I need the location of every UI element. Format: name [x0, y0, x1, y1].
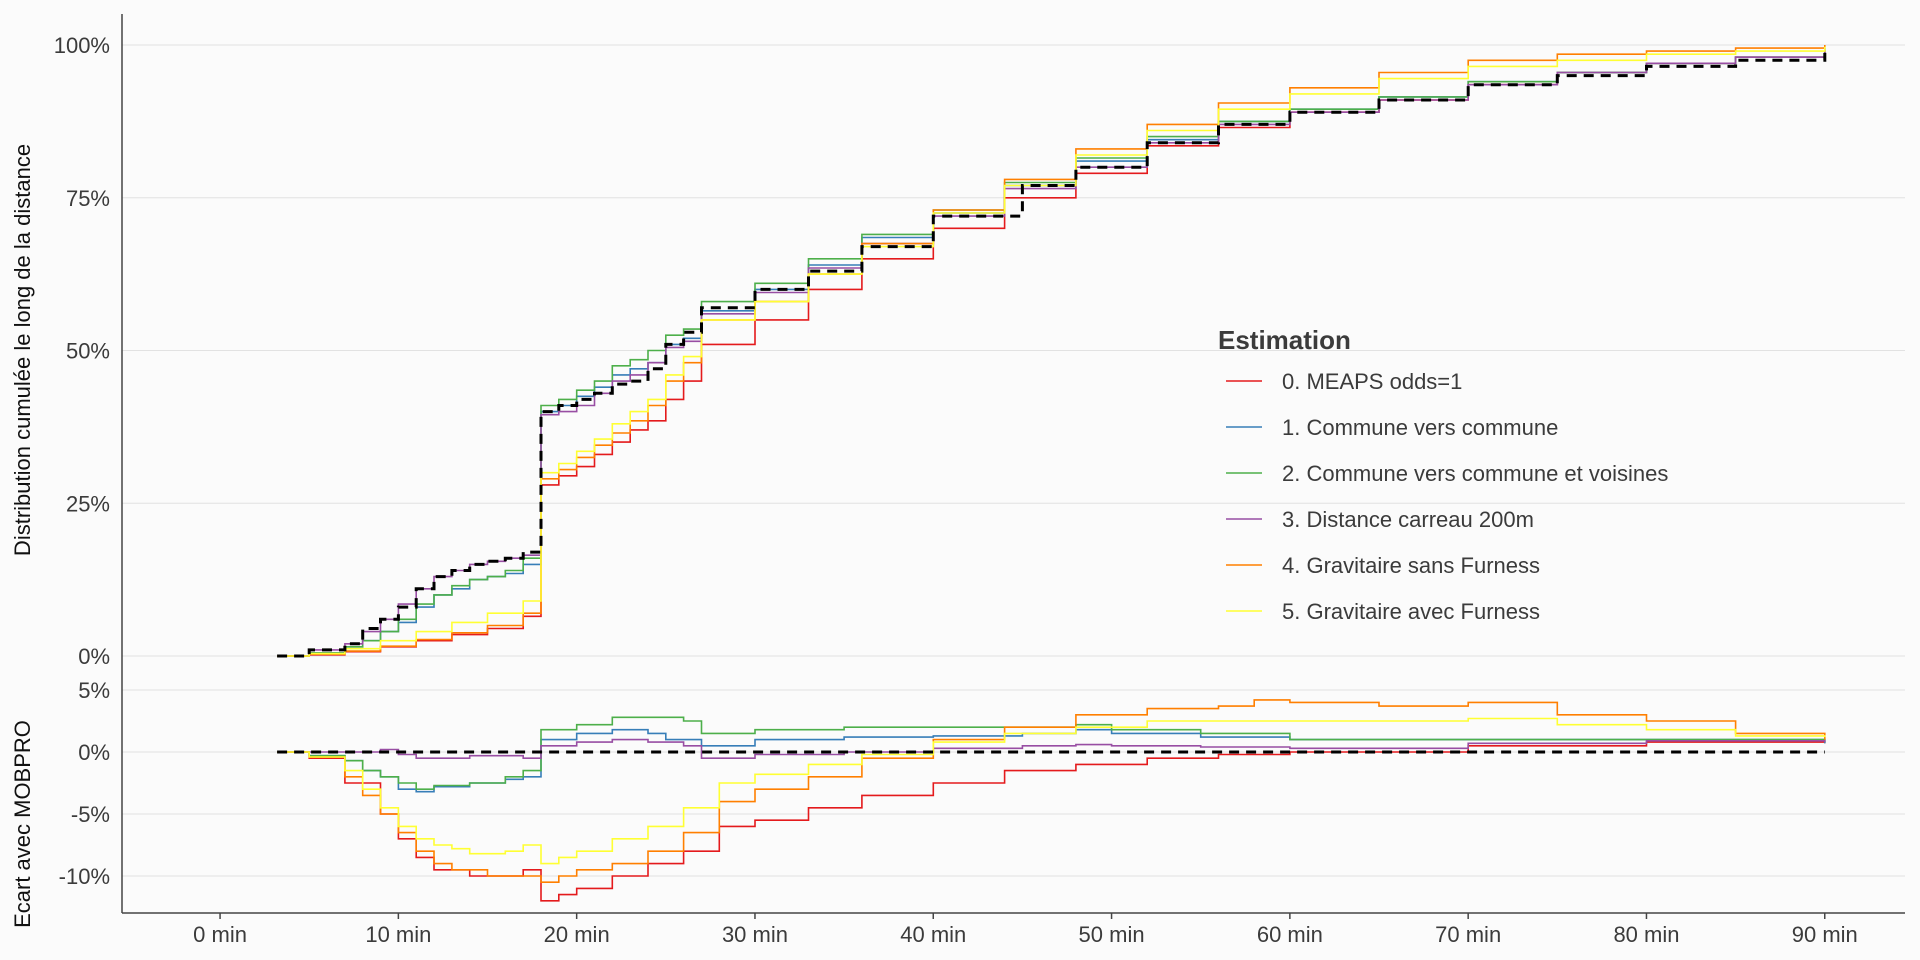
bottom-y-tick-label: -10% [59, 864, 110, 889]
cumulative-distribution-panel: 0% 25% 50% 75% 100% Distribution cumulée le … [10, 33, 1905, 669]
legend-label: 1. Commune vers commune [1282, 415, 1558, 440]
bottom-series-3 [277, 738, 1826, 759]
x-tick-label: 60 min [1257, 922, 1323, 947]
x-tick-label: 30 min [722, 922, 788, 947]
x-tick-label: 50 min [1079, 922, 1145, 947]
difference-panel: -10% -5% 0% 5% Ecart avec MOBPRO [10, 678, 1905, 928]
top-reference-line [277, 52, 1827, 658]
bottom-series-2 [277, 716, 1826, 790]
x-tick-label: 0 min [193, 922, 247, 947]
x-tick-label: 10 min [365, 922, 431, 947]
bottom-grid [122, 689, 1905, 877]
x-tick-label: 20 min [544, 922, 610, 947]
top-series-3 [277, 49, 1826, 657]
x-tick-label: 90 min [1792, 922, 1858, 947]
top-grid [122, 44, 1905, 657]
bottom-series-4 [277, 699, 1826, 883]
bottom-series-0 [277, 741, 1826, 902]
top-y-tick-label: 25% [66, 491, 110, 516]
top-series-2 [277, 48, 1826, 657]
bottom-series-lines [277, 699, 1826, 902]
x-tick-label: 80 min [1613, 922, 1679, 947]
legend-label: 2. Commune vers commune et voisines [1282, 461, 1668, 486]
bottom-y-tick-labels: -10% -5% 0% 5% [59, 678, 110, 889]
x-tick-label: 70 min [1435, 922, 1501, 947]
legend-items: 0. MEAPS odds=1 1. Commune vers commune 2.… [1226, 369, 1668, 624]
top-y-tick-label: 50% [66, 339, 110, 364]
legend-title: Estimation [1218, 325, 1351, 355]
top-series-lines [277, 45, 1827, 658]
bottom-y-tick-label: 5% [78, 678, 110, 703]
bottom-y-axis-title: Ecart avec MOBPRO [10, 720, 35, 928]
top-series-5 [277, 46, 1826, 657]
legend-label: 0. MEAPS odds=1 [1282, 369, 1462, 394]
legend-label: 5. Gravitaire avec Furness [1282, 599, 1540, 624]
legend-label: 3. Distance carreau 200m [1282, 507, 1534, 532]
bottom-series-5 [277, 717, 1826, 865]
top-series-0 [277, 49, 1826, 657]
top-y-tick-labels: 0% 25% 50% 75% 100% [54, 33, 110, 669]
legend-label: 4. Gravitaire sans Furness [1282, 553, 1540, 578]
top-series-1 [277, 48, 1826, 657]
top-y-tick-label: 100% [54, 33, 110, 58]
x-tick-label: 40 min [900, 922, 966, 947]
x-tick-labels: 0 min 10 min 20 min 30 min 40 min 50 min 60 mi… [193, 913, 1858, 947]
bottom-y-tick-label: 0% [78, 740, 110, 765]
bottom-y-tick-label: -5% [71, 802, 110, 827]
top-y-tick-label: 75% [66, 186, 110, 211]
top-y-axis-title: Distribution cumulée le long de la dista… [10, 144, 35, 556]
legend: Estimation 0. MEAPS odds=1 1. Commune ver… [1218, 325, 1668, 624]
top-y-tick-label: 0% [78, 644, 110, 669]
